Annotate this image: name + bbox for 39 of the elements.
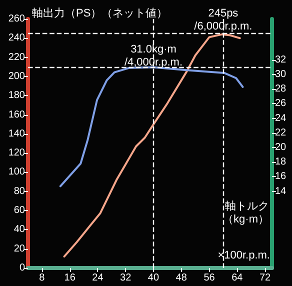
y-tick-label: 0: [19, 262, 26, 274]
y2-tick-label: 30: [275, 68, 287, 80]
ref-line-label: 31.0kg·m /4,000r.p.m.: [124, 44, 183, 68]
y-tick-label: 80: [14, 186, 26, 197]
x-tick-label: 8: [39, 272, 46, 284]
x-tick-label: 64: [232, 272, 244, 284]
y-tick-label: 220: [8, 52, 26, 63]
x-tick-label: 24: [92, 272, 104, 284]
y-tick-label: 40: [14, 224, 26, 236]
y-axis-title: 軸出力（PS）（ネット値）: [32, 6, 168, 20]
y2-axis-title: 軸トルク（kg·m）: [222, 200, 269, 226]
y-tick-label: 20: [14, 243, 26, 254]
y-tick-label: 200: [8, 70, 26, 82]
y2-tick-label: 26: [275, 98, 287, 110]
y2-tick-label: 28: [275, 84, 287, 95]
y-tick-label: 120: [8, 148, 26, 159]
x-tick-label: 56: [204, 272, 216, 284]
y-tick-label: 60: [14, 205, 26, 216]
y2-tick-label: 16: [275, 171, 287, 182]
y2-tick-label: 24: [275, 112, 287, 124]
y-tick-label: 240: [8, 32, 26, 44]
y-tick-label: 160: [8, 109, 26, 120]
y-tick-label: 260: [8, 14, 26, 24]
x-tick-label: 72: [259, 272, 272, 284]
y2-tick-label: 32: [275, 54, 287, 66]
y2-tick-label: 20: [275, 142, 287, 154]
x-tick-label: 40: [148, 272, 160, 284]
y-tick-label: 180: [8, 90, 26, 102]
y2-tick-label: 14: [275, 186, 287, 197]
y2-tick-label: 22: [275, 127, 287, 138]
x-tick-label: 48: [176, 272, 188, 284]
y2-tick-label: 18: [275, 156, 287, 168]
y-tick-label: 140: [8, 128, 26, 140]
x-axis-title: ×100r.p.m.: [218, 250, 270, 262]
ref-line-label: 245ps /6,000r.p.m.: [194, 8, 252, 32]
x-tick-label: 32: [120, 272, 132, 284]
x-tick-label: 16: [64, 272, 76, 284]
line-series: [59, 66, 244, 188]
y-tick-label: 100: [8, 166, 26, 178]
